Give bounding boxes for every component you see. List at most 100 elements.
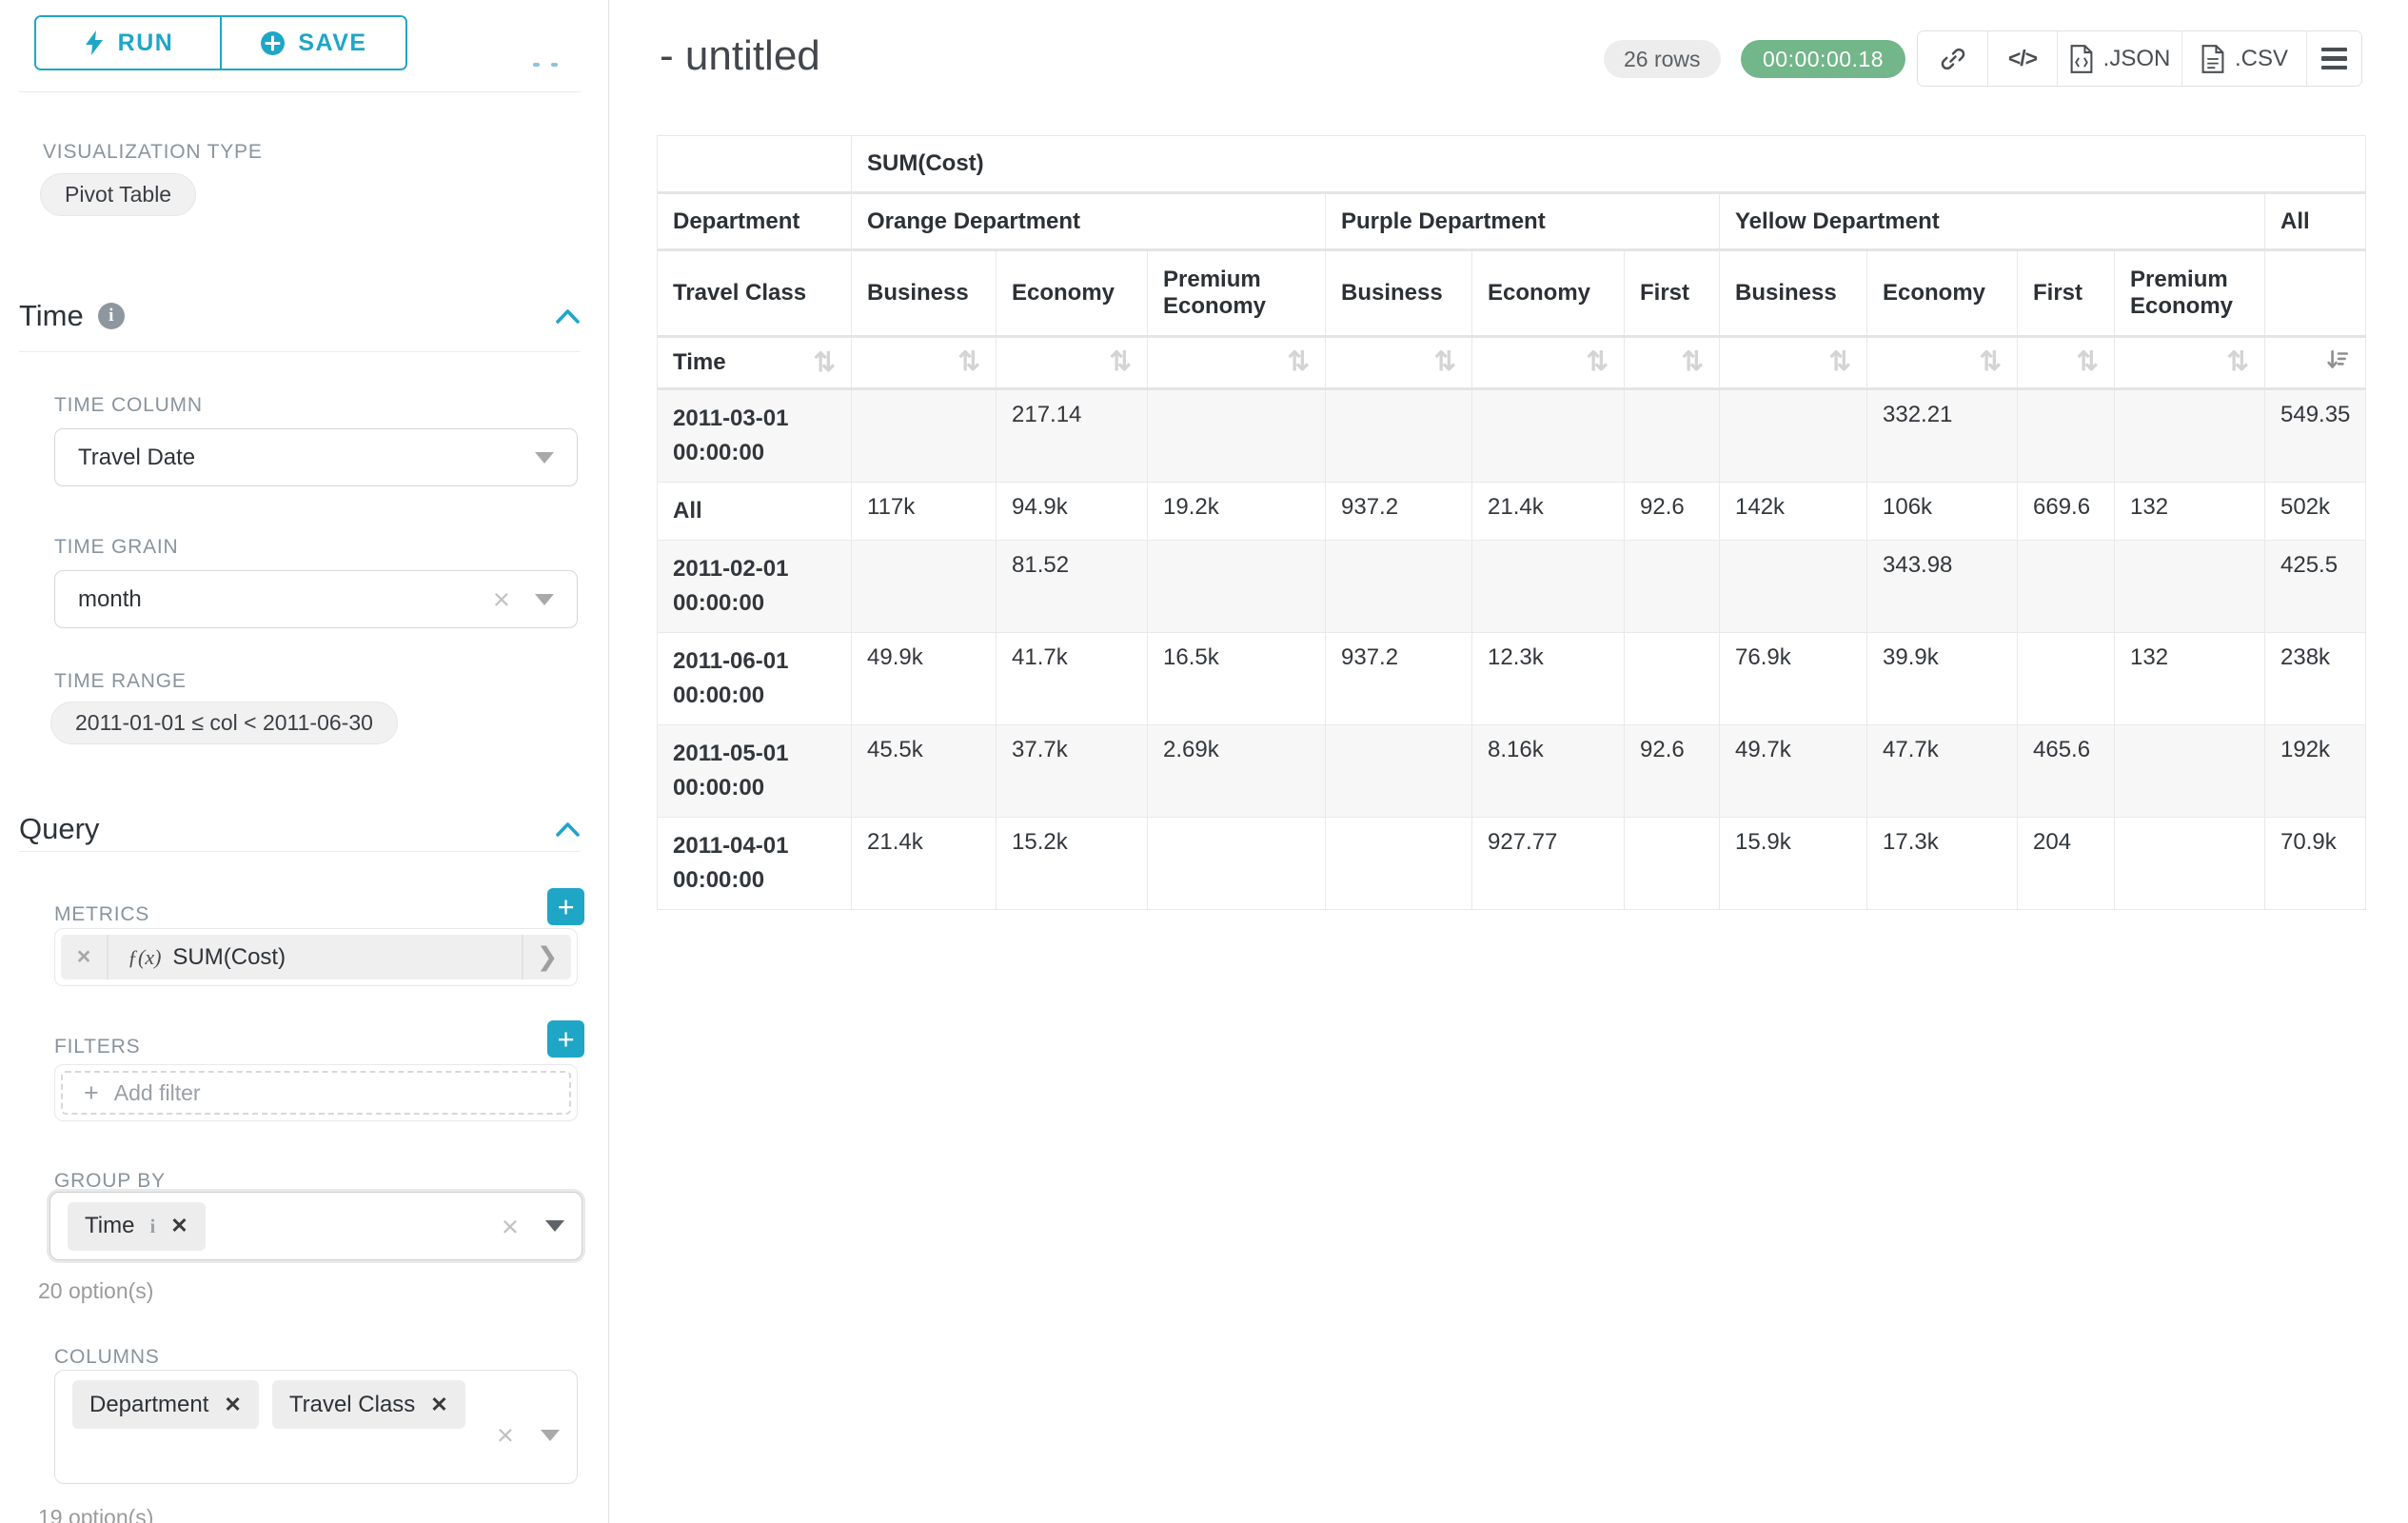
pivot-sort-header[interactable]: ⇅: [1719, 336, 1867, 390]
columns-chip-label: Department: [89, 1391, 209, 1417]
pivot-cell: 238k: [2263, 632, 2367, 725]
chart-type-collapse-chevron-clipped[interactable]: [533, 63, 577, 67]
view-query-button[interactable]: </>: [1987, 31, 2057, 86]
pivot-cell: [2017, 540, 2115, 633]
columns-chip[interactable]: Department ✕: [72, 1380, 259, 1429]
pivot-sort-header[interactable]: ⇅: [1325, 336, 1472, 390]
pivot-sort-header[interactable]: ⇅: [2114, 336, 2265, 390]
caret-down-icon: [535, 593, 554, 605]
pivot-sort-header[interactable]: ⇅: [1866, 336, 2018, 390]
caret-down-icon: [545, 1220, 564, 1232]
metric-name: SUM(Cost): [172, 943, 286, 970]
group-by-select[interactable]: Time i ✕ ×: [49, 1192, 582, 1260]
sort-icon: ⇅: [1109, 346, 1132, 376]
pivot-cell: 192k: [2263, 724, 2367, 818]
time-grain-select[interactable]: month ×: [54, 570, 578, 628]
add-filter-button[interactable]: + Add filter: [61, 1071, 571, 1115]
chevron-right-icon[interactable]: ❯: [522, 935, 571, 979]
time-grain-label: TIME GRAIN: [54, 536, 179, 558]
filters-label: FILTERS: [54, 1036, 141, 1058]
pivot-cell: 117k: [851, 482, 997, 541]
columns-chip[interactable]: Travel Class ✕: [271, 1380, 465, 1429]
pivot-group-header: Orange Department: [851, 192, 1326, 251]
metrics-label: METRICS: [54, 903, 150, 925]
pivot-row: 2011-03-01 00:00:00 217.14 332.21 549.35: [657, 388, 2367, 483]
plus-icon: +: [84, 1078, 99, 1107]
visualization-type-label: VISUALIZATION TYPE: [43, 141, 263, 163]
pivot-cell: 132: [2114, 632, 2265, 725]
add-filter-plus-button[interactable]: +: [547, 1020, 584, 1058]
pivot-cell: [1719, 388, 1867, 483]
pivot-time-label: Time: [673, 349, 726, 375]
pivot-cell: 12.3k: [1471, 632, 1625, 725]
pivot-cell: 94.9k: [996, 482, 1148, 541]
clear-icon[interactable]: ×: [492, 583, 510, 616]
pivot-cell: 2.69k: [1147, 724, 1326, 818]
time-section-header[interactable]: Time i: [19, 299, 581, 333]
save-button[interactable]: SAVE: [220, 17, 405, 69]
pivot-cell: [1325, 724, 1472, 818]
more-options-button[interactable]: [2306, 31, 2361, 86]
pivot-class-header: First: [1624, 249, 1720, 338]
pivot-cell: [1624, 817, 1720, 910]
function-icon: ƒ(x): [128, 944, 162, 969]
metric-option[interactable]: × ƒ(x) SUM(Cost) ❯: [61, 935, 571, 979]
visualization-type-pill[interactable]: Pivot Table: [40, 173, 197, 216]
pivot-cell: 217.14: [996, 388, 1148, 483]
copy-link-button[interactable]: [1918, 31, 1987, 86]
time-column-label: TIME COLUMN: [54, 394, 203, 416]
query-section-header[interactable]: Query: [19, 812, 581, 846]
pivot-sort-desc-header[interactable]: [2263, 336, 2367, 390]
remove-chip-icon[interactable]: ✕: [430, 1392, 448, 1416]
chevron-up-icon[interactable]: [555, 821, 581, 838]
pivot-sort-header[interactable]: ⇅: [1624, 336, 1720, 390]
sort-icon: ⇅: [957, 346, 980, 376]
pivot-row: 2011-06-01 00:00:00 49.9k 41.7k 16.5k 937.2 1…: [657, 632, 2367, 725]
pivot-sort-header[interactable]: ⇅: [1147, 336, 1326, 390]
pivot-sort-header[interactable]: ⇅: [2017, 336, 2115, 390]
code-icon: </>: [2007, 46, 2038, 70]
pivot-cell: 937.2: [1325, 632, 1472, 725]
sort-icon: ⇅: [1681, 346, 1704, 376]
remove-chip-icon[interactable]: ✕: [170, 1214, 188, 1237]
pivot-class-header: Business: [1719, 249, 1867, 338]
time-column-select[interactable]: Travel Date: [54, 428, 578, 486]
sort-icon: ⇅: [1586, 346, 1609, 376]
chart-title[interactable]: - untitled: [660, 32, 820, 79]
pivot-cell: [851, 388, 997, 483]
remove-metric-icon[interactable]: ×: [61, 935, 109, 979]
link-icon: [1941, 48, 1964, 69]
time-grain-value: month: [78, 585, 142, 612]
time-range-pill[interactable]: 2011-01-01 ≤ col < 2011-06-30: [50, 702, 398, 744]
pivot-cell: 17.3k: [1866, 817, 2018, 910]
clear-all-icon[interactable]: ×: [501, 1209, 519, 1243]
query-timer-badge: 00:00:00.18: [1741, 40, 1906, 78]
pivot-sort-header[interactable]: ⇅: [1471, 336, 1625, 390]
columns-chip-label: Travel Class: [288, 1391, 416, 1417]
pivot-cell: [2114, 724, 2265, 818]
group-by-chip[interactable]: Time i ✕: [68, 1201, 206, 1251]
pivot-cell: 47.7k: [1866, 724, 2018, 818]
remove-chip-icon[interactable]: ✕: [224, 1392, 242, 1416]
pivot-class-header: Premium Economy: [1147, 249, 1326, 338]
pivot-cell: 15.9k: [1719, 817, 1867, 910]
pivot-time-sort-header[interactable]: Time ⇅: [657, 336, 852, 390]
run-button[interactable]: RUN: [36, 17, 220, 69]
pivot-sort-header[interactable]: ⇅: [996, 336, 1148, 390]
columns-options-count: 19 option(s): [38, 1505, 154, 1523]
columns-select[interactable]: Department ✕ Travel Class ✕ ×: [54, 1370, 578, 1484]
pivot-sort-header[interactable]: ⇅: [851, 336, 997, 390]
chevron-up-icon[interactable]: [555, 308, 581, 325]
clear-all-icon[interactable]: ×: [496, 1418, 514, 1452]
export-csv-button[interactable]: .CSV: [2181, 31, 2306, 86]
add-metric-button[interactable]: +: [547, 888, 584, 925]
sort-icon: ⇅: [813, 347, 836, 377]
pivot-cell: 343.98: [1866, 540, 2018, 633]
pivot-class-header: Economy: [1866, 249, 2018, 338]
export-json-button[interactable]: .JSON: [2057, 31, 2181, 86]
pivot-cell: [2114, 388, 2265, 483]
pivot-cell: 927.77: [1471, 817, 1625, 910]
pivot-cell: [851, 540, 997, 633]
pivot-class-header: First: [2017, 249, 2115, 338]
pivot-cell: 70.9k: [2263, 817, 2367, 910]
